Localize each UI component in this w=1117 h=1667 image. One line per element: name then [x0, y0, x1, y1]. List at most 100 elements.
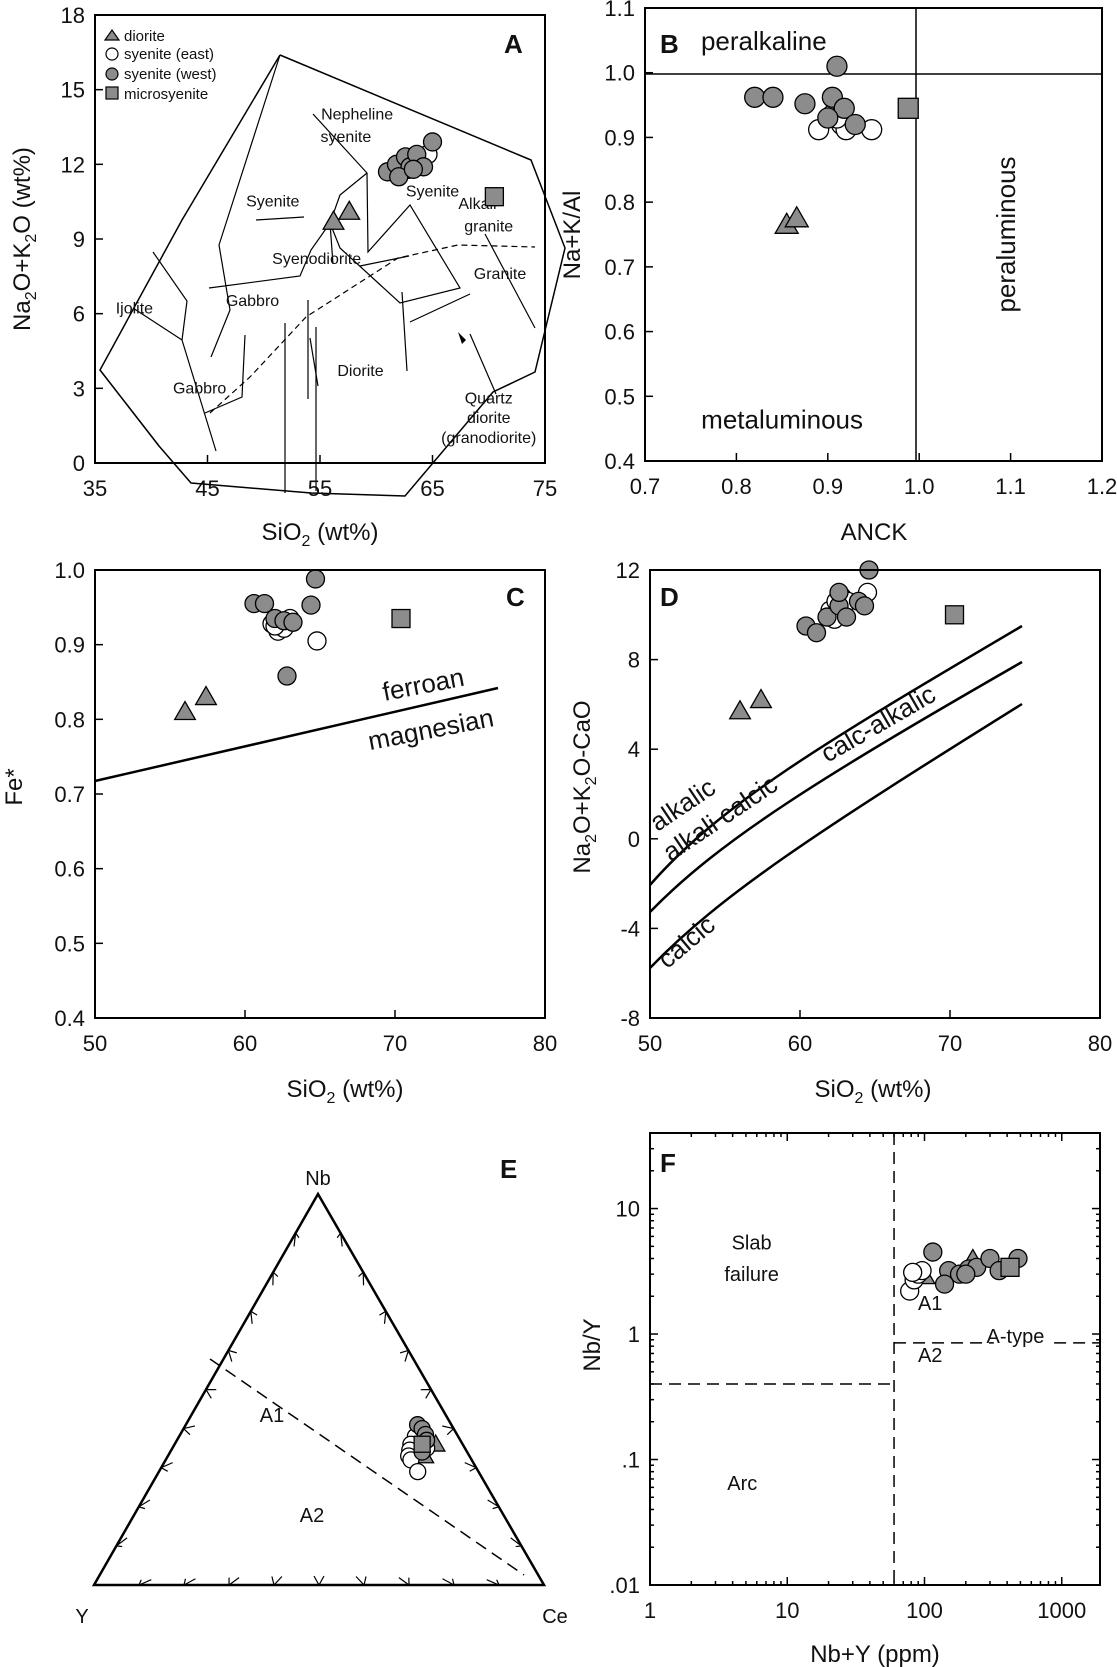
- y-tick-label: 18: [61, 3, 85, 28]
- marker-syenite-west: [254, 593, 275, 614]
- marker-syenite-east: [409, 1462, 427, 1481]
- y-tick-label: 1.0: [54, 558, 85, 583]
- vertex-label-y: Y: [75, 1606, 88, 1628]
- y-tick-label: -4: [620, 916, 640, 941]
- x-tick-label: 50: [638, 1031, 662, 1056]
- vertex-label-ce: Ce: [542, 1606, 568, 1628]
- y-tick-label: 0.6: [54, 857, 85, 882]
- y-tick-label: 0.8: [604, 190, 635, 215]
- marker-syenite-west: [806, 623, 827, 643]
- y-tick-label: 0.9: [54, 633, 85, 658]
- ternary-tick: [355, 1576, 367, 1587]
- ternary-tick: [399, 1349, 410, 1362]
- marker-syenite-west: [762, 86, 784, 108]
- y-tick-label: 0.9: [604, 125, 635, 150]
- x-tick-label: 65: [420, 476, 444, 501]
- field-label-ijolite: Ijolite: [116, 301, 153, 318]
- marker-microsyenite: [944, 605, 965, 625]
- legend-label-microsyenite: microsyenite: [124, 86, 208, 103]
- ternary-tick: [204, 1388, 217, 1399]
- panel-b-frame: [644, 7, 1103, 462]
- x-tick-label: 70: [383, 1031, 407, 1056]
- panel-f-boundaries: [650, 1133, 1100, 1585]
- ternary-tick: [250, 1310, 258, 1324]
- x-tick-label: 1.1: [995, 474, 1026, 499]
- y-tick-label: 1.1: [604, 0, 635, 21]
- ternary-tick: [293, 1231, 300, 1247]
- legend-marker-diorite: [103, 28, 121, 41]
- panel-d-frame: [649, 569, 1101, 1019]
- ternary-tick: [182, 1425, 196, 1436]
- panel-b-field-labels: peralkaline metaluminous peraluminous: [701, 26, 1021, 435]
- panel-c-x-axis-label: SiO2 (wt%): [287, 1076, 404, 1107]
- marker-syenite-west: [956, 1264, 976, 1284]
- marker-syenite-west: [844, 113, 866, 136]
- y-tick-label: 6: [73, 302, 85, 327]
- y-tick-label: 12: [616, 558, 640, 583]
- marker-microsyenite: [413, 1435, 431, 1453]
- x-tick-label: 35: [83, 476, 107, 501]
- x-tick-label: 60: [788, 1031, 812, 1056]
- panel-a-field-labels: Ijolite Gabbro Gabbro Syenodiorite Syenite Ne…: [116, 107, 537, 448]
- field-label-calc-alkalic: calc-alkalic: [815, 679, 940, 769]
- ternary-tick: [228, 1577, 240, 1587]
- panel-c-ferroan-magnesian-line: [94, 686, 499, 783]
- ternary-tick: [442, 1425, 455, 1436]
- panel-c-letter: C: [506, 582, 525, 612]
- field-label-failure: failure: [724, 1264, 778, 1286]
- marker-syenite-east: [307, 631, 327, 651]
- y-tick-label: 12: [61, 152, 85, 177]
- marker-syenite-west: [422, 132, 443, 152]
- panel-e-ternary-diagram: A1 A2 E Nb Y Ce: [75, 1154, 567, 1628]
- marker-syenite-west: [403, 159, 424, 179]
- ternary-tick: [486, 1579, 501, 1587]
- panel-d-axes: 50 60 70 80 -8 -4 0 4 8 12: [616, 558, 1113, 1056]
- y-tick-label: -8: [620, 1006, 640, 1031]
- y-tick-label: 0.4: [604, 449, 635, 474]
- field-label-a1: A1: [918, 1293, 942, 1315]
- field-label-slab: Slab: [732, 1233, 772, 1255]
- marker-syenite-west: [817, 607, 837, 627]
- panel-a-letter: A: [504, 29, 523, 59]
- x-tick-label: 1000: [1037, 1598, 1086, 1623]
- y-tick-label: 0.5: [604, 384, 635, 409]
- panel-d-boundaries: [649, 624, 1023, 969]
- panel-c-y-axis-label: Fe*: [1, 768, 28, 805]
- ternary-tick: [137, 1579, 152, 1587]
- panel-d-letter: D: [660, 582, 679, 612]
- field-label-peraluminous: peraluminous: [991, 156, 1021, 312]
- panel-f-nb-y-diagram: Slab failure A1 A2 A-type Arc 1 10 100 1000 .01 .1…: [579, 1132, 1101, 1667]
- field-label-calcic: calcic: [652, 909, 721, 974]
- ternary-tick: [379, 1310, 387, 1324]
- legend-marker-syenite-east: [105, 47, 119, 61]
- marker-microsyenite: [897, 97, 919, 119]
- ternary-tick: [114, 1537, 128, 1548]
- field-label-gabbro: Gabbro: [173, 380, 226, 397]
- field-label-syenite: syenite: [321, 129, 372, 146]
- ternary-tick: [510, 1537, 523, 1548]
- panel-d-markers: [728, 560, 965, 720]
- marker-syenite-west: [829, 582, 849, 603]
- legend-marker-syenite-west: [105, 67, 119, 81]
- panel-e-field-labels: A1 A2: [260, 1405, 324, 1527]
- field-label-diorite: diorite: [467, 410, 511, 427]
- panel-b-letter: B: [660, 29, 679, 59]
- panel-a-y-axis-label: Na2O+K2O (wt%): [9, 147, 40, 331]
- field-label-syenite: Syenite: [406, 184, 459, 201]
- ternary-tick: [159, 1462, 173, 1472]
- panel-e-letter: E: [500, 1154, 517, 1184]
- panel-e-markers: [400, 1416, 446, 1481]
- x-tick-label: 1.0: [904, 474, 935, 499]
- y-tick-label: 8: [628, 648, 640, 673]
- panel-d-x-axis-label: SiO2 (wt%): [815, 1076, 932, 1107]
- field-label-peralkaline: peralkaline: [701, 26, 827, 56]
- marker-microsyenite: [391, 608, 411, 629]
- panel-f-markers: [900, 1242, 1028, 1301]
- marker-syenite-west: [826, 55, 848, 77]
- marker-syenite-west: [301, 595, 321, 615]
- ternary-tick: [487, 1499, 501, 1510]
- panel-f-field-labels: Slab failure A1 A2 A-type Arc: [724, 1233, 1044, 1495]
